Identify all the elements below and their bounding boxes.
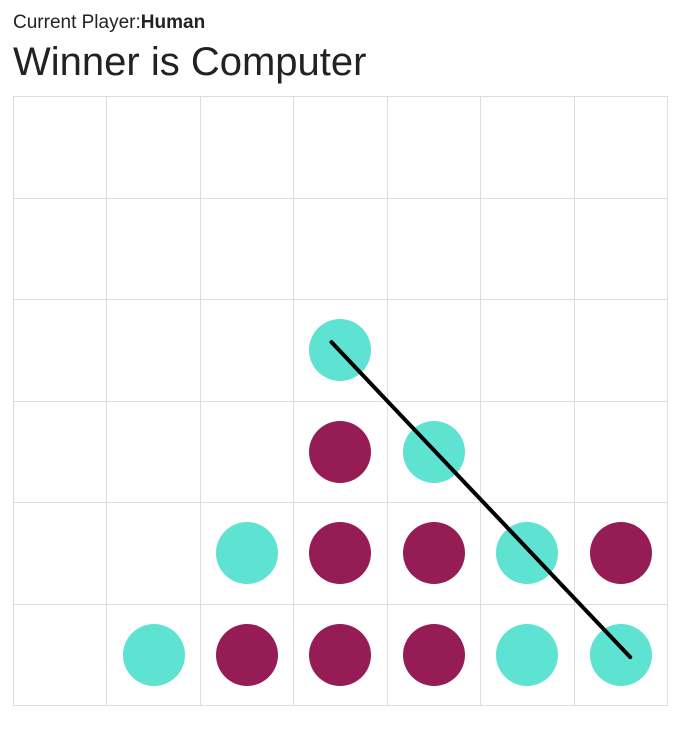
computer-disc bbox=[589, 522, 652, 585]
board-cell[interactable] bbox=[387, 604, 482, 706]
game-board bbox=[13, 96, 668, 706]
computer-disc bbox=[309, 623, 372, 686]
board-cell[interactable] bbox=[481, 503, 575, 605]
board-cell[interactable] bbox=[481, 97, 575, 199]
board-grid bbox=[13, 96, 668, 706]
human-disc bbox=[216, 522, 279, 585]
computer-disc bbox=[402, 623, 465, 686]
board-cell[interactable] bbox=[481, 401, 575, 503]
board-cell[interactable] bbox=[294, 198, 388, 300]
human-disc bbox=[589, 623, 652, 686]
board-cell[interactable] bbox=[481, 604, 575, 706]
board-cell[interactable] bbox=[14, 604, 108, 706]
board-cell[interactable] bbox=[481, 198, 575, 300]
board-cell[interactable] bbox=[387, 198, 482, 300]
board-cell[interactable] bbox=[200, 604, 295, 706]
board-cell[interactable] bbox=[481, 300, 575, 402]
board-cell[interactable] bbox=[294, 97, 388, 199]
board-cell[interactable] bbox=[574, 604, 668, 706]
computer-disc bbox=[402, 522, 465, 585]
board-cell[interactable] bbox=[200, 97, 295, 199]
computer-disc bbox=[216, 623, 279, 686]
board-cell[interactable] bbox=[107, 401, 201, 503]
board-cell[interactable] bbox=[387, 300, 482, 402]
board-cell[interactable] bbox=[107, 300, 201, 402]
board-cell[interactable] bbox=[294, 503, 388, 605]
board-cell[interactable] bbox=[294, 401, 388, 503]
board-cell[interactable] bbox=[200, 401, 295, 503]
board-cell[interactable] bbox=[107, 503, 201, 605]
board-cell[interactable] bbox=[107, 604, 201, 706]
board-cell[interactable] bbox=[574, 300, 668, 402]
current-player-label: Current Player: bbox=[13, 12, 141, 33]
human-disc bbox=[122, 623, 185, 686]
human-disc bbox=[309, 319, 372, 382]
board-cell[interactable] bbox=[574, 97, 668, 199]
board-cell[interactable] bbox=[574, 503, 668, 605]
board-cell[interactable] bbox=[387, 503, 482, 605]
current-player-name: Human bbox=[140, 12, 206, 33]
board-cell[interactable] bbox=[294, 604, 388, 706]
board-cell[interactable] bbox=[14, 503, 108, 605]
human-disc bbox=[496, 623, 559, 686]
board-cell[interactable] bbox=[14, 300, 108, 402]
board-cell[interactable] bbox=[200, 300, 295, 402]
board-cell[interactable] bbox=[574, 198, 668, 300]
board-cell[interactable] bbox=[107, 198, 201, 300]
board-cell[interactable] bbox=[14, 97, 108, 199]
board-cell[interactable] bbox=[294, 300, 388, 402]
board-cell[interactable] bbox=[14, 198, 108, 300]
board-cell[interactable] bbox=[200, 503, 295, 605]
winner-message: Winner is Computer bbox=[13, 40, 367, 84]
board-cell[interactable] bbox=[387, 97, 482, 199]
board-cell[interactable] bbox=[14, 401, 108, 503]
computer-disc bbox=[309, 420, 372, 483]
board-cell[interactable] bbox=[387, 401, 482, 503]
board-cell[interactable] bbox=[200, 198, 295, 300]
human-disc bbox=[402, 420, 465, 483]
board-cell[interactable] bbox=[107, 97, 201, 199]
current-player-status: Current Player:Human bbox=[13, 11, 205, 35]
human-disc bbox=[496, 522, 559, 585]
board-cell[interactable] bbox=[574, 401, 668, 503]
computer-disc bbox=[309, 522, 372, 585]
